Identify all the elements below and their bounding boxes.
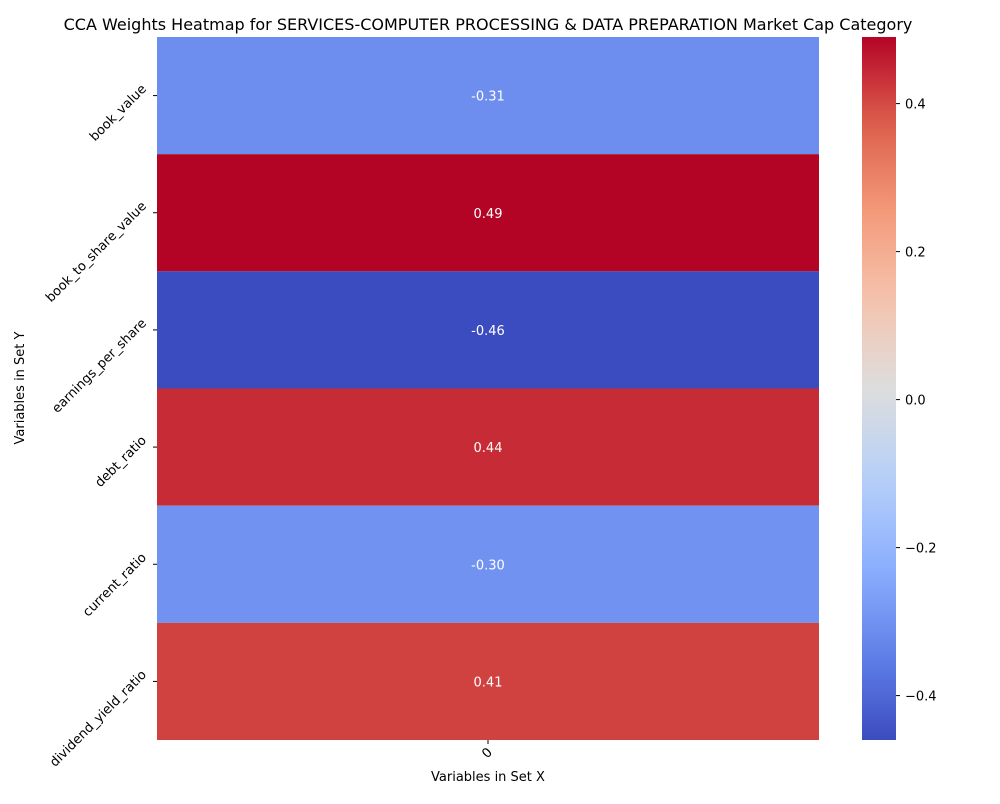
chart-title: CCA Weights Heatmap for SERVICES-COMPUTE… (64, 15, 913, 34)
colorbar-tick-label: 0.4 (905, 98, 926, 113)
heatmap-cells: -0.31 0.49 -0.46 0.44 -0.30 0.41 (157, 37, 819, 740)
cell-value-label: -0.30 (471, 558, 505, 573)
cell-value-label: 0.44 (474, 441, 503, 456)
heatmap-cell (157, 154, 819, 272)
colorbar-tick-label: −0.2 (905, 542, 937, 557)
heatmap-cell (157, 271, 819, 389)
colorbar: −0.4 −0.2 0.0 0.2 0.4 (862, 37, 937, 740)
heatmap-cell (157, 622, 819, 740)
colorbar-tick-label: 0.0 (905, 394, 926, 409)
heatmap-cell (157, 388, 819, 506)
cell-value-label: -0.46 (471, 324, 505, 339)
colorbar-gradient (862, 37, 896, 740)
colorbar-tick-label: −0.4 (905, 690, 937, 705)
colorbar-tick-label: 0.2 (905, 246, 926, 261)
y-axis-label: Variables in Set Y (13, 331, 28, 444)
x-axis-label: Variables in Set X (431, 770, 545, 785)
cell-value-label: 0.49 (474, 207, 503, 222)
cell-value-label: 0.41 (474, 675, 503, 690)
heatmap-cell (157, 505, 819, 623)
heatmap-cell (157, 37, 819, 155)
cell-value-label: -0.31 (471, 90, 505, 105)
